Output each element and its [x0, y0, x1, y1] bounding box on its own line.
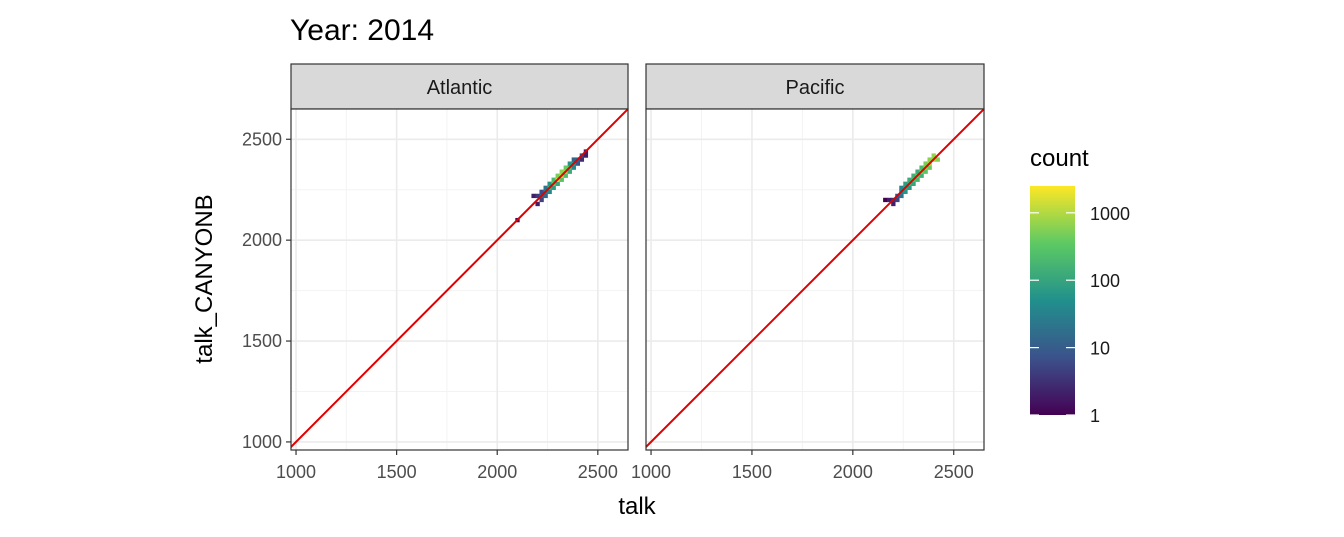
- color-legend: count 1 10 100 1000: [1030, 145, 1130, 426]
- facet-strip: [290, 63, 629, 110]
- heatmap-bin: [543, 185, 548, 191]
- heatmap-bin: [927, 165, 932, 170]
- y-tick-label: 2000: [242, 230, 282, 250]
- heatmap-bin: [559, 169, 564, 174]
- heatmap-bin: [919, 173, 924, 178]
- heatmap-bin: [883, 197, 888, 203]
- heatmap-bin: [911, 181, 916, 186]
- reference-line: [291, 109, 628, 449]
- heatmap-bin: [547, 189, 552, 195]
- heatmap-bin: [563, 165, 568, 170]
- facet-strip-label: Atlantic: [427, 77, 493, 99]
- heatmap-bin: [899, 185, 904, 191]
- x-tick-label: 1000: [631, 462, 671, 482]
- heatmap-bin: [567, 169, 572, 174]
- heatmap-bin: [555, 173, 560, 178]
- heatmap-bin: [563, 173, 568, 178]
- heatmap-bin: [531, 193, 536, 199]
- reference-line: [646, 109, 984, 449]
- heatmap-bin: [543, 193, 548, 199]
- x-tick-label: 2000: [477, 462, 517, 482]
- y-axis-title: talk_CANYONB: [191, 194, 218, 363]
- heatmap-bin: [571, 165, 576, 170]
- x-tick-label: 1500: [377, 462, 417, 482]
- legend-tick-label: 10: [1090, 339, 1110, 359]
- legend-tick-label: 1000: [1090, 204, 1130, 224]
- heatmap-bin: [899, 193, 904, 199]
- heatmap-bin: [559, 177, 564, 182]
- heatmap-bin: [907, 177, 912, 182]
- facet-panels: Atlantic Pacific: [290, 63, 985, 451]
- legend-title: count: [1030, 145, 1089, 172]
- legend-tick-label: 100: [1090, 271, 1120, 291]
- heatmap-bin: [567, 161, 572, 166]
- heatmap-bin: [903, 189, 908, 195]
- facet-strip-label: Pacific: [786, 77, 845, 99]
- heatmap-bin: [911, 173, 916, 178]
- heatmap-bin: [535, 193, 540, 199]
- x-tick-label: 2500: [934, 462, 974, 482]
- heatmap-bin: [583, 153, 589, 158]
- y-tick-label: 1000: [242, 432, 282, 452]
- x-tick-label: 2000: [833, 462, 873, 482]
- x-axis-title: talk: [618, 493, 656, 520]
- axes: 1000 1500 2000 2500 1000 1500 2000 2500 1000 1500…: [242, 129, 974, 482]
- heatmap-bin: [903, 181, 908, 186]
- heatmap-bin: [915, 169, 920, 174]
- heatmap-bin: [539, 197, 544, 203]
- x-tick-label: 1000: [276, 462, 316, 482]
- facet-panel-atlantic: Atlantic: [290, 63, 629, 451]
- heatmap-bin: [575, 161, 581, 166]
- heatmap-bin: [927, 157, 932, 162]
- facet-strip: [645, 63, 985, 110]
- heatmap-bin: [571, 157, 576, 162]
- heatmap-bin: [919, 165, 924, 170]
- legend-tick-label: 1: [1090, 406, 1100, 426]
- facet-panel-pacific: Pacific: [645, 63, 985, 451]
- heatmap-bin: [923, 161, 928, 166]
- heatmap-bin: [579, 157, 585, 162]
- heatmap-bin: [931, 153, 936, 158]
- heatmap-bin: [555, 181, 560, 186]
- heatmap-bin: [551, 177, 556, 182]
- heatmap-bin: [539, 189, 544, 195]
- chart-title: Year: 2014: [290, 14, 434, 47]
- heatmap-bin: [887, 197, 892, 203]
- panel-border: [290, 108, 629, 451]
- y-tick-label: 1500: [242, 331, 282, 351]
- heatmap-bin: [935, 157, 940, 162]
- heatmap-bin: [551, 185, 556, 191]
- panel-border: [645, 108, 985, 451]
- x-tick-label: 1500: [732, 462, 772, 482]
- heatmap-bin: [907, 185, 912, 191]
- heatmap-bin: [547, 181, 552, 186]
- heatmap-bin: [895, 197, 900, 203]
- x-tick-label: 2500: [578, 462, 618, 482]
- heatmap-bin: [923, 169, 928, 174]
- heatmap-bin: [915, 177, 920, 182]
- heatmap-bin: [891, 201, 896, 207]
- heatmap-bin: [535, 201, 540, 207]
- y-tick-label: 2500: [242, 129, 282, 149]
- legend-colorbar: [1030, 186, 1075, 415]
